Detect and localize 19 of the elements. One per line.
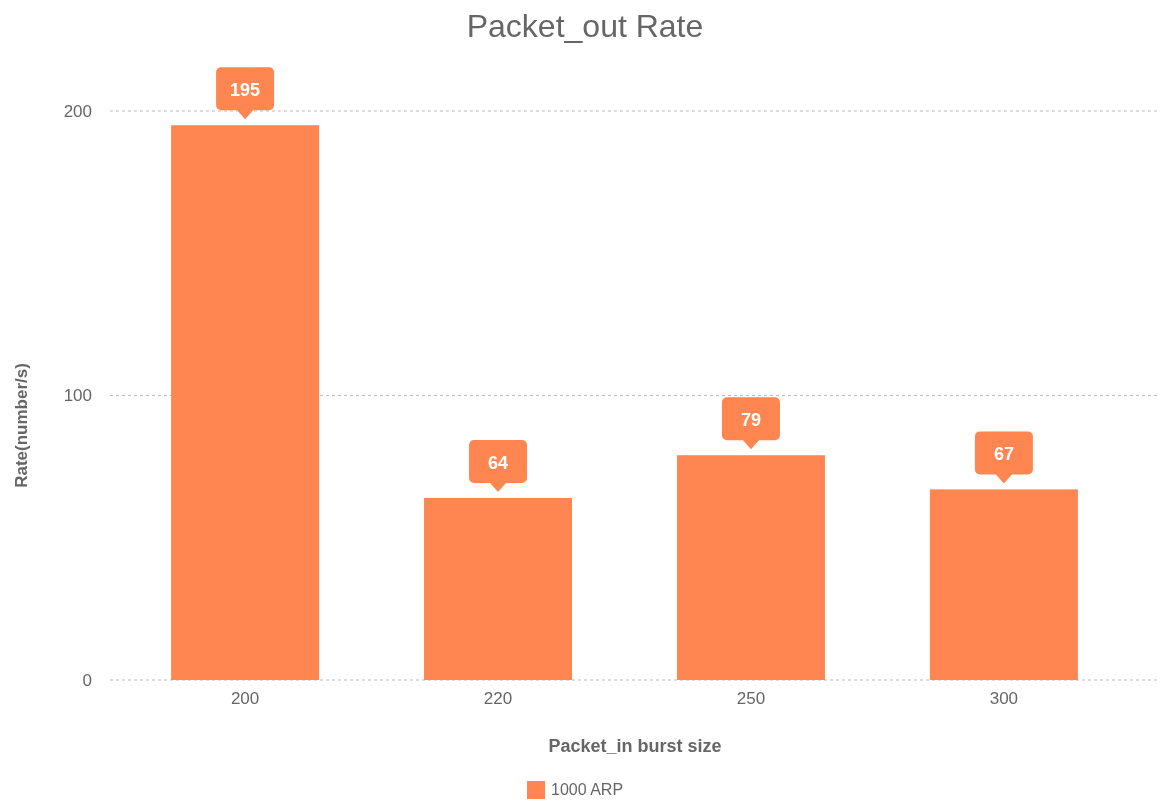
data-label: 67 (993, 444, 1014, 465)
x-tick-label: 200 (230, 689, 260, 709)
bar (929, 489, 1078, 680)
data-label: 64 (488, 452, 509, 473)
y-tick-label: 0 (82, 670, 92, 690)
chart-title: Packet_out Rate (466, 8, 704, 44)
x-tick-label: 300 (989, 689, 1019, 709)
data-label: 195 (230, 80, 261, 101)
bar (424, 497, 573, 680)
data-label: 79 (740, 410, 761, 431)
y-axis-title: Rate(number/s) (12, 363, 31, 488)
y-tick-label: 100 (63, 386, 92, 406)
y-tick-label: 200 (63, 101, 92, 121)
x-tick-label: 220 (483, 689, 513, 709)
x-axis-title: Packet_in burst size (548, 736, 722, 756)
bar (676, 455, 825, 680)
x-tick-label: 250 (736, 689, 766, 709)
legend-label: 1000 ARP (551, 781, 624, 798)
bar (171, 125, 320, 680)
